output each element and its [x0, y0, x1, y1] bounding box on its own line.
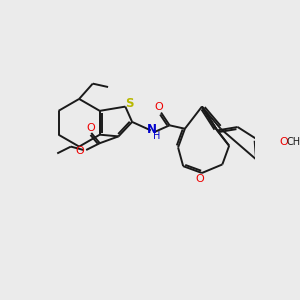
Text: N: N — [147, 123, 157, 136]
Text: O: O — [86, 123, 95, 133]
Text: S: S — [125, 97, 134, 110]
Text: O: O — [279, 137, 288, 147]
Text: O: O — [76, 146, 85, 156]
Text: O: O — [196, 174, 205, 184]
Text: H: H — [153, 131, 160, 141]
Text: CH₃: CH₃ — [286, 137, 300, 147]
Text: O: O — [154, 102, 163, 112]
